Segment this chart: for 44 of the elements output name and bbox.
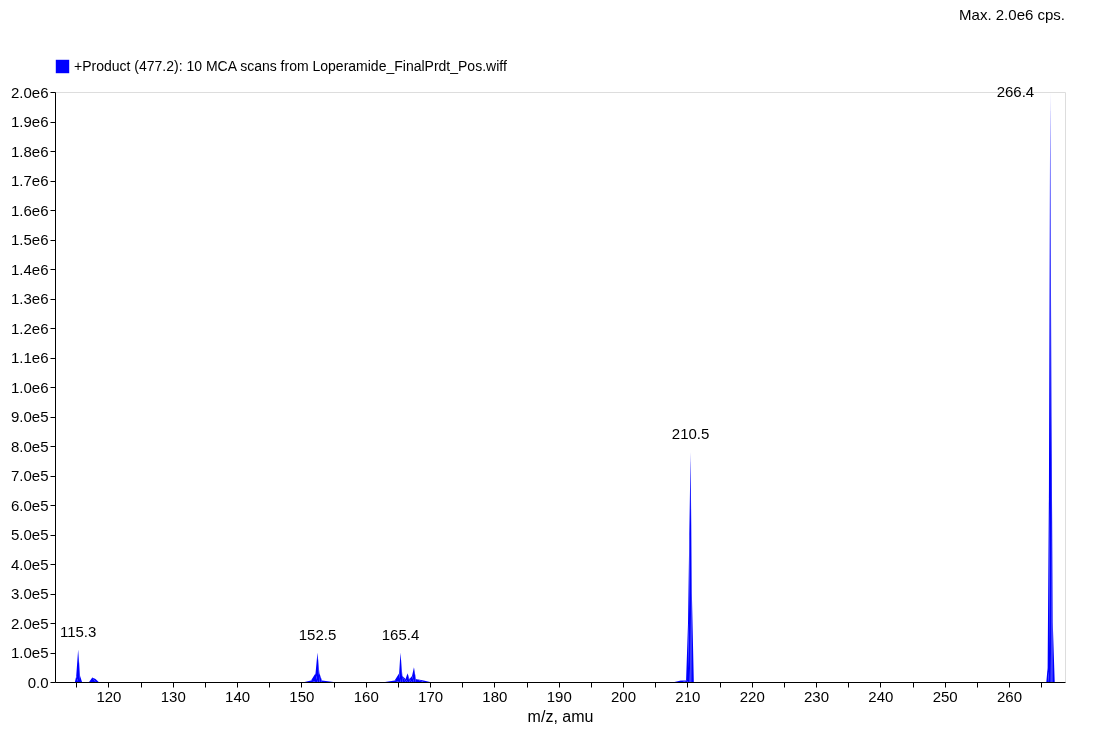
y-tick-label: 1.9e6: [10, 113, 49, 130]
x-tick-label: 190: [546, 687, 572, 705]
x-tick-label: 150: [289, 687, 315, 705]
annotation: 210.5: [671, 424, 710, 442]
x-tick-label: 220: [739, 687, 765, 705]
y-tick-label: 2.0e5: [10, 614, 49, 632]
y-tick-label: 1.1e6: [10, 349, 49, 366]
chart-title: Max. 2.0e6 cps.: [959, 6, 1065, 23]
y-tick-label: 1.6e6: [10, 201, 49, 219]
y-tick-label: 0.0: [27, 673, 49, 691]
y-tick-label: 3.0e5: [10, 585, 49, 602]
y-tick-label: 1.4e6: [10, 260, 49, 278]
x-tick-label: 230: [804, 687, 830, 705]
y-tick-label: 1.3e6: [10, 290, 49, 307]
y-tick-label: 1.2e6: [10, 319, 49, 337]
y-tick-label: 8.0e5: [10, 437, 49, 455]
x-tick-label: 120: [96, 687, 122, 705]
x-tick-label: 170: [418, 687, 444, 705]
x-tick-label: 210: [675, 687, 701, 705]
x-axis-title: m/z, amu: [527, 707, 594, 725]
y-tick-label: 1.0e5: [10, 644, 49, 661]
x-tick-label: 200: [611, 687, 637, 705]
y-tick-label: 9.0e5: [10, 408, 49, 425]
y-tick-label: 1.7e6: [10, 172, 49, 189]
x-tick-label: 250: [932, 687, 958, 705]
y-tick-label: 1.5e6: [10, 231, 49, 248]
y-tick-label: 7.0e5: [10, 467, 49, 484]
annotation: 152.5: [298, 625, 337, 643]
y-tick-label: 6.0e5: [10, 496, 49, 514]
x-tick-label: 240: [868, 687, 894, 705]
x-tick-label: 130: [160, 687, 186, 705]
y-tick-label: 2.0e6: [10, 83, 49, 101]
annotation: 165.4: [381, 625, 420, 643]
y-tick-label: 1.8e6: [10, 142, 49, 160]
y-tick-label: 4.0e5: [10, 555, 49, 573]
annotation: 266.4: [996, 83, 1035, 100]
y-tick-label: 5.0e5: [10, 526, 49, 543]
x-tick-label: 180: [482, 687, 508, 705]
y-tick-label: 1.0e6: [10, 378, 49, 396]
annotation: 115.3: [59, 622, 97, 640]
legend-label: +Product (477.2): 10 MCA scans from Loperamide_FinalPrdt_Pos.wiff: [74, 57, 507, 74]
x-tick-label: 260: [997, 687, 1023, 705]
x-tick-label: 140: [225, 687, 251, 705]
x-tick-label: 160: [353, 687, 379, 705]
